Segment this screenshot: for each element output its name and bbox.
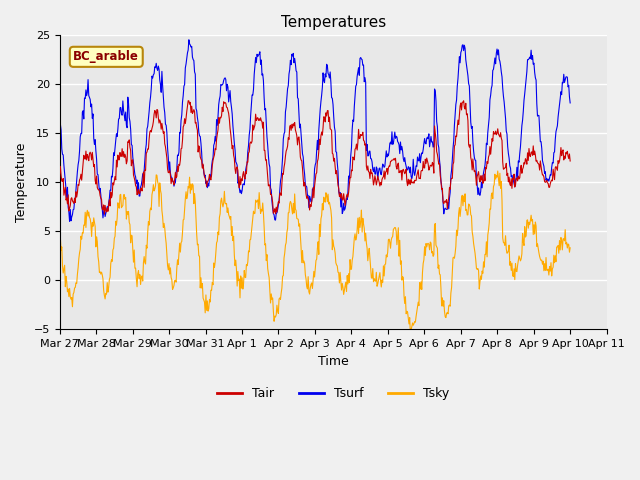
Y-axis label: Temperature: Temperature — [15, 143, 28, 222]
X-axis label: Time: Time — [318, 355, 349, 368]
Text: BC_arable: BC_arable — [74, 50, 140, 63]
Title: Temperatures: Temperatures — [280, 15, 386, 30]
Legend: Tair, Tsurf, Tsky: Tair, Tsurf, Tsky — [212, 383, 454, 406]
